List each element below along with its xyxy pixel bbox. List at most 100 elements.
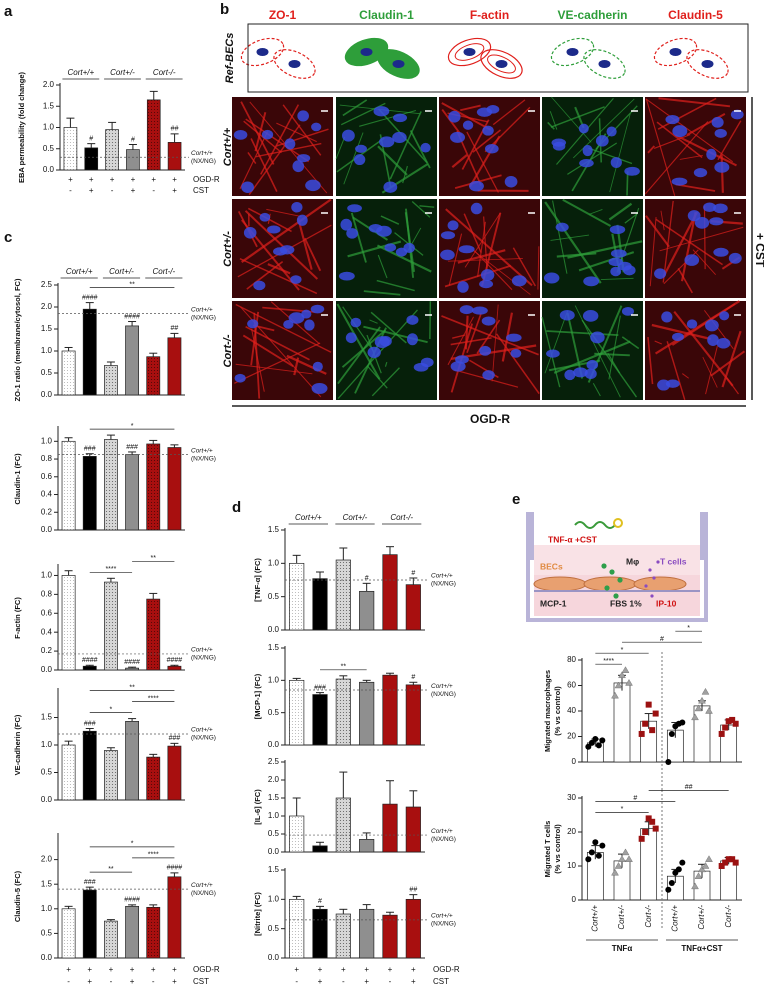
- bar: [61, 350, 76, 396]
- data-point: [652, 710, 659, 717]
- data-point: [705, 707, 713, 714]
- fiber: [255, 142, 322, 158]
- bar: [125, 454, 139, 531]
- significance-label: ####: [124, 313, 140, 320]
- significance-label: #: [633, 795, 637, 802]
- macrophage: [609, 569, 615, 575]
- fiber: [645, 99, 676, 197]
- bar: [104, 581, 118, 671]
- nucleus: [384, 243, 397, 252]
- significance-label: #: [365, 575, 369, 582]
- nucleus: [247, 319, 259, 329]
- nucleus: [482, 125, 494, 136]
- condition-sign: -: [295, 977, 298, 986]
- nucleus: [440, 249, 455, 261]
- nucleus: [610, 266, 622, 277]
- bar: [82, 456, 97, 531]
- nucleus: [584, 368, 597, 380]
- nucleus: [379, 136, 395, 148]
- nucleus: [669, 48, 682, 56]
- reference-label: Cort+/+: [191, 727, 213, 734]
- nucleus: [450, 361, 466, 372]
- reference-cells: [653, 37, 729, 79]
- reference-label: Cort+/+: [191, 447, 213, 454]
- fiber: [466, 312, 482, 354]
- y-tick-label: 2.0: [268, 775, 280, 784]
- fiber: [266, 208, 302, 217]
- bar: [693, 705, 711, 763]
- fiber: [239, 131, 269, 189]
- fiber: [608, 202, 633, 221]
- column-title: Claudin-5: [668, 8, 723, 22]
- y-tick-label: 0.4: [41, 490, 53, 499]
- nucleus: [579, 159, 594, 168]
- condition-sign: +: [318, 977, 323, 986]
- y-tick-label: 1.5: [268, 793, 280, 802]
- fiber: [658, 97, 731, 108]
- data-point: [679, 859, 686, 866]
- nucleus: [395, 247, 408, 257]
- y-axis-label: ZO-1 ratio (membrane/cytosol, FC): [13, 278, 22, 401]
- nucleus: [610, 249, 627, 258]
- group-label: Cort-/-: [153, 68, 176, 77]
- nucleus: [730, 109, 744, 120]
- y-axis-label: Claudin-1 (FC): [13, 453, 22, 505]
- nucleus: [288, 60, 301, 68]
- significance-label: ####: [167, 865, 183, 872]
- fiber: [703, 205, 706, 270]
- bar: [84, 147, 99, 171]
- significance-label: *: [131, 841, 134, 848]
- fiber: [588, 147, 633, 165]
- data-point: [621, 848, 630, 856]
- nucleus: [484, 143, 499, 154]
- nucleus: [687, 210, 701, 222]
- t-cell: [650, 594, 654, 598]
- nucleus: [392, 131, 407, 144]
- fiber: [655, 218, 723, 266]
- nucleus: [373, 106, 390, 117]
- nucleus: [706, 148, 717, 160]
- bar: [167, 142, 182, 171]
- nucleus: [654, 268, 667, 279]
- fiber: [466, 131, 499, 193]
- x-tick-label: Cort+/+: [670, 905, 679, 932]
- bar: [126, 149, 140, 171]
- nucleus: [261, 129, 274, 140]
- bar: [61, 575, 76, 671]
- fiber: [659, 226, 744, 252]
- significance-label: ###: [126, 444, 138, 451]
- y-tick-label: 0.5: [268, 708, 280, 717]
- micrograph: [645, 300, 746, 401]
- fiber: [370, 311, 407, 344]
- fiber: [235, 363, 313, 375]
- panel-label: c: [4, 229, 12, 246]
- bar: [405, 806, 421, 853]
- nucleus: [719, 311, 730, 321]
- bar: [382, 554, 398, 631]
- data-point: [694, 704, 703, 712]
- bar: [82, 308, 97, 396]
- y-axis-label: [TNF-α] (FC): [253, 558, 262, 602]
- fiber: [460, 104, 481, 112]
- data-point: [611, 691, 619, 699]
- data-point: [701, 862, 710, 869]
- data-point: [722, 859, 729, 866]
- condition-sign: +: [87, 965, 92, 974]
- nucleus: [610, 157, 622, 168]
- fiber: [247, 207, 292, 233]
- condition-sign: +: [341, 965, 346, 974]
- data-point: [599, 842, 606, 849]
- condition-sign: -: [110, 977, 113, 986]
- nucleus: [583, 276, 600, 287]
- data-point: [725, 856, 732, 863]
- x-tick-label: Cort-/-: [724, 905, 733, 928]
- condition-sign: +: [110, 175, 115, 184]
- y-tick-label: 1.5: [268, 643, 280, 652]
- fiber: [562, 198, 612, 227]
- nucleus: [420, 142, 431, 153]
- bar: [146, 756, 161, 801]
- bar: [335, 559, 351, 631]
- significance-label: **: [341, 664, 347, 671]
- bar: [63, 127, 78, 171]
- nucleus: [701, 60, 714, 68]
